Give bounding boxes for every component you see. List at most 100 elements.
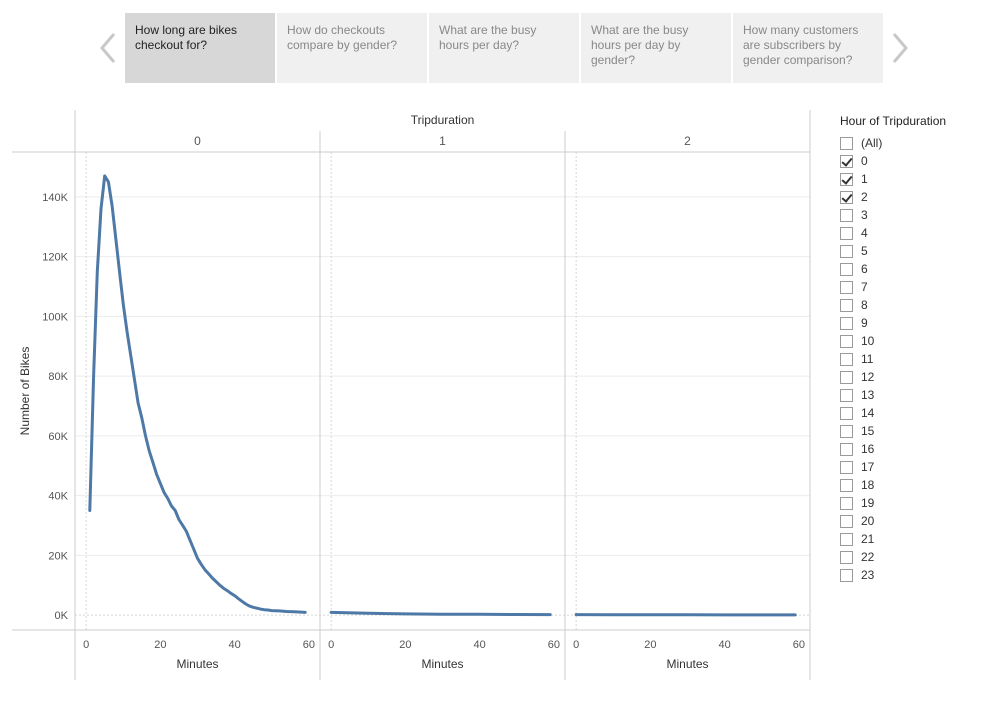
- legend-item-label: 6: [861, 262, 868, 276]
- checkbox[interactable]: [840, 226, 853, 240]
- chart-title: Tripduration: [411, 113, 475, 127]
- checkbox[interactable]: [840, 388, 853, 402]
- legend-item[interactable]: 23: [840, 566, 980, 584]
- legend-item-label: 16: [861, 442, 875, 456]
- legend-item[interactable]: 2: [840, 188, 980, 206]
- checkbox[interactable]: [840, 154, 853, 168]
- legend-item-label: 10: [861, 334, 875, 348]
- legend-item[interactable]: 10: [840, 332, 980, 350]
- x-tick-label: 0: [83, 639, 89, 651]
- story-tab-4[interactable]: What are the busy hours per day by gende…: [581, 13, 731, 83]
- x-tick-label: 40: [473, 639, 485, 651]
- legend-item[interactable]: 21: [840, 530, 980, 548]
- story-tab-5[interactable]: How many customers are subscribers by ge…: [733, 13, 883, 83]
- panel-header-label: 1: [439, 134, 446, 148]
- checkbox[interactable]: [840, 460, 853, 474]
- checkbox[interactable]: [840, 208, 853, 222]
- x-tick-label: 60: [548, 639, 560, 651]
- chevron-left-icon: [100, 33, 116, 63]
- legend-item-label: 15: [861, 424, 875, 438]
- story-tab-1[interactable]: How long are bikes checkout for?: [125, 13, 275, 83]
- legend-item[interactable]: (All): [840, 134, 980, 152]
- x-tick-label: 60: [303, 639, 315, 651]
- legend-item[interactable]: 8: [840, 296, 980, 314]
- legend-item-label: 18: [861, 478, 875, 492]
- legend-item[interactable]: 0: [840, 152, 980, 170]
- checkbox[interactable]: [840, 514, 853, 528]
- checkbox[interactable]: [840, 172, 853, 186]
- x-tick-label: 40: [228, 639, 240, 651]
- legend-item-label: 5: [861, 244, 868, 258]
- legend-item[interactable]: 4: [840, 224, 980, 242]
- checkbox[interactable]: [840, 478, 853, 492]
- panel-header-label: 2: [684, 134, 691, 148]
- legend-item[interactable]: 6: [840, 260, 980, 278]
- legend-item-label: 12: [861, 370, 875, 384]
- checkbox[interactable]: [840, 442, 853, 456]
- x-tick-label: 20: [644, 639, 656, 651]
- series-line-panel-0: [88, 174, 307, 614]
- checkbox[interactable]: [840, 406, 853, 420]
- panel-header-label: 0: [194, 134, 201, 148]
- legend-item-label: 19: [861, 496, 875, 510]
- checkbox[interactable]: [840, 262, 853, 276]
- checkbox[interactable]: [840, 568, 853, 582]
- legend-item-label: 4: [861, 226, 868, 240]
- series-line-panel-1: [329, 610, 552, 617]
- x-tick-label: 20: [399, 639, 411, 651]
- checkbox[interactable]: [840, 190, 853, 204]
- legend-item[interactable]: 7: [840, 278, 980, 296]
- legend-item-label: 21: [861, 532, 875, 546]
- legend-item[interactable]: 11: [840, 350, 980, 368]
- story-tab-3[interactable]: What are the busy hours per day?: [429, 13, 579, 83]
- legend-item[interactable]: 14: [840, 404, 980, 422]
- y-axis-label: Number of Bikes: [18, 347, 32, 436]
- checkbox[interactable]: [840, 370, 853, 384]
- legend-item-label: 17: [861, 460, 875, 474]
- legend-item[interactable]: 20: [840, 512, 980, 530]
- checkbox[interactable]: [840, 316, 853, 330]
- legend-item[interactable]: 12: [840, 368, 980, 386]
- legend-item[interactable]: 15: [840, 422, 980, 440]
- legend-item-label: 2: [861, 190, 868, 204]
- legend-item-label: 13: [861, 388, 875, 402]
- x-tick-label: 20: [154, 639, 166, 651]
- legend-item[interactable]: 9: [840, 314, 980, 332]
- legend-item[interactable]: 3: [840, 206, 980, 224]
- checkbox[interactable]: [840, 136, 853, 150]
- legend-item[interactable]: 1: [840, 170, 980, 188]
- y-tick-label: 100K: [42, 311, 68, 323]
- checkbox[interactable]: [840, 334, 853, 348]
- story-tab-2[interactable]: How do checkouts compare by gender?: [277, 13, 427, 83]
- legend-item-label: 11: [861, 352, 874, 366]
- legend-item[interactable]: 5: [840, 242, 980, 260]
- legend-item[interactable]: 16: [840, 440, 980, 458]
- y-tick-label: 120K: [42, 252, 68, 264]
- y-tick-label: 20K: [48, 550, 68, 562]
- checkbox[interactable]: [840, 550, 853, 564]
- x-tick-label: 0: [573, 639, 579, 651]
- legend-item-label: 3: [861, 208, 868, 222]
- checkbox[interactable]: [840, 424, 853, 438]
- legend-item[interactable]: 19: [840, 494, 980, 512]
- legend-item-label: 23: [861, 568, 875, 582]
- legend-item[interactable]: 22: [840, 548, 980, 566]
- checkbox[interactable]: [840, 280, 853, 294]
- x-tick-label: 60: [793, 639, 805, 651]
- checkbox[interactable]: [840, 298, 853, 312]
- legend-item[interactable]: 17: [840, 458, 980, 476]
- checkbox[interactable]: [840, 352, 853, 366]
- legend-item-label: (All): [861, 136, 883, 150]
- checkbox[interactable]: [840, 532, 853, 546]
- hour-filter-legend: Hour of Tripduration (All) 0 1 2 3 4 5 6 7 8 9 10 11…: [840, 114, 980, 584]
- legend-item-label: 7: [861, 280, 868, 294]
- legend-list: (All) 0 1 2 3 4 5 6 7 8 9 10 11 12 13 14 15 16 17 18 19 20 21 2…: [840, 134, 980, 584]
- legend-item[interactable]: 18: [840, 476, 980, 494]
- dashboard-title-edge: [0, 0, 60, 4]
- checkbox[interactable]: [840, 244, 853, 258]
- legend-item[interactable]: 13: [840, 386, 980, 404]
- checkbox[interactable]: [840, 496, 853, 510]
- x-axis-label: Minutes: [176, 657, 218, 671]
- story-next-button[interactable]: [890, 31, 910, 65]
- story-prev-button[interactable]: [98, 31, 118, 65]
